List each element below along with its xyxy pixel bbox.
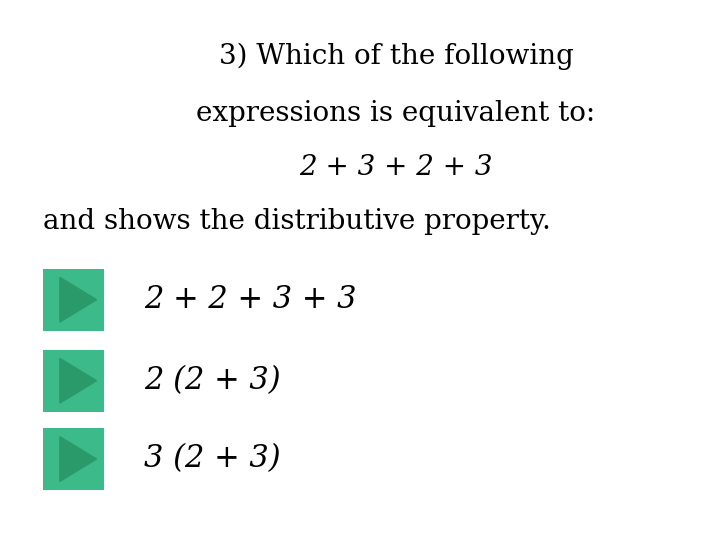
Bar [43, 350, 104, 411]
Text: expressions is equivalent to:: expressions is equivalent to: [197, 100, 595, 127]
Text: and shows the distributive property.: and shows the distributive property. [43, 208, 551, 235]
Polygon shape [60, 359, 96, 403]
Text: 3 (2 + 3): 3 (2 + 3) [144, 443, 281, 475]
Text: 3) Which of the following: 3) Which of the following [219, 43, 573, 70]
Text: 2 (2 + 3): 2 (2 + 3) [144, 365, 281, 396]
Text: 2 + 2 + 3 + 3: 2 + 2 + 3 + 3 [144, 284, 356, 315]
Bar [43, 268, 104, 330]
Polygon shape [60, 278, 96, 322]
Text: 2 + 3 + 2 + 3: 2 + 3 + 2 + 3 [300, 154, 492, 181]
Bar [43, 428, 104, 490]
Polygon shape [60, 437, 96, 481]
